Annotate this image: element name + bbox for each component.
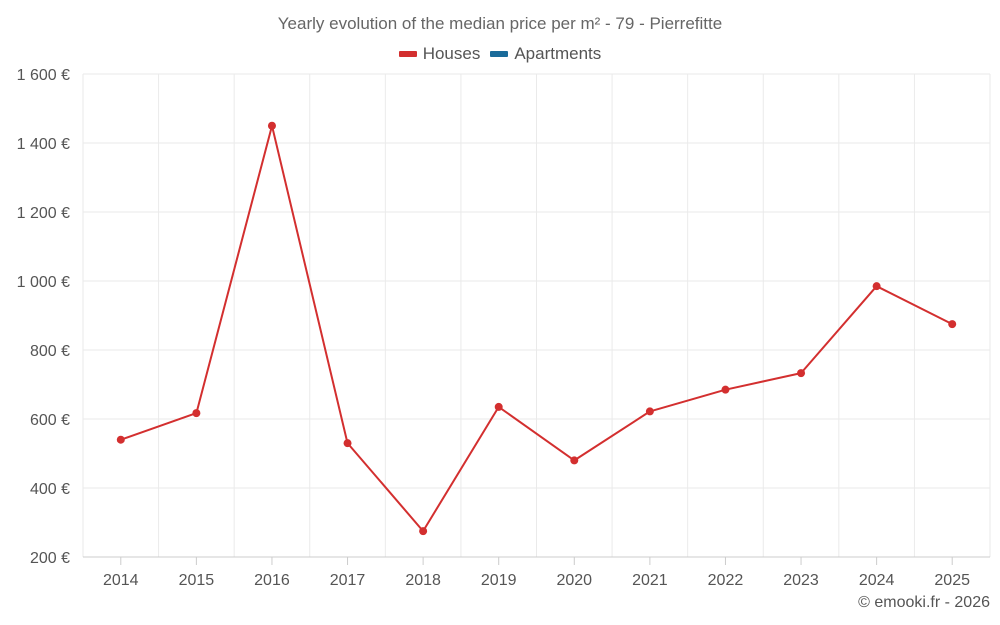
y-tick-label: 600 €: [30, 412, 70, 429]
y-tick-label: 400 €: [30, 481, 70, 498]
x-tick-label: 2016: [254, 572, 290, 589]
x-tick-label: 2022: [708, 572, 744, 589]
apartments-swatch: [490, 51, 509, 57]
data-point[interactable]: [267, 121, 276, 130]
y-tick-label: 1 000 €: [17, 274, 70, 291]
data-point[interactable]: [721, 385, 730, 394]
x-tick-label: 2018: [405, 572, 441, 589]
y-tick-label: 200 €: [30, 550, 70, 567]
series-line-houses: [120, 124, 953, 533]
y-tick-label: 1 400 €: [17, 136, 70, 153]
data-point[interactable]: [116, 435, 125, 444]
x-tick-label: 2020: [556, 572, 592, 589]
data-point[interactable]: [570, 456, 579, 465]
y-tick-label: 800 €: [30, 343, 70, 360]
legend-item-apartments[interactable]: Apartments: [490, 44, 601, 64]
data-point[interactable]: [645, 407, 654, 416]
copyright-credit: © emooki.fr - 2026: [858, 594, 990, 611]
legend-label-apartments: Apartments: [514, 44, 602, 63]
data-point[interactable]: [494, 402, 503, 411]
x-tick-label: 2015: [179, 572, 215, 589]
data-point[interactable]: [948, 320, 957, 329]
y-tick-label: 1 200 €: [17, 205, 70, 222]
legend-label-houses: Houses: [422, 44, 481, 63]
x-tick-label: 2023: [783, 572, 819, 589]
x-tick-label: 2021: [632, 572, 668, 589]
x-tick-label: 2017: [330, 572, 366, 589]
data-point[interactable]: [419, 527, 428, 536]
data-point[interactable]: [343, 439, 352, 448]
data-point[interactable]: [872, 282, 881, 291]
y-tick-label: 1 600 €: [17, 67, 70, 84]
legend-item-houses[interactable]: Houses: [398, 44, 481, 64]
chart-title: Yearly evolution of the median price per…: [277, 14, 723, 33]
x-tick-label: 2024: [859, 572, 895, 589]
chart-legend: Houses Apartments: [0, 44, 1000, 64]
houses-swatch: [398, 51, 417, 57]
x-tick-label: 2014: [103, 572, 139, 589]
data-point[interactable]: [797, 369, 806, 378]
x-tick-label: 2025: [934, 572, 970, 589]
x-tick-label: 2019: [481, 572, 517, 589]
data-point[interactable]: [192, 409, 201, 418]
